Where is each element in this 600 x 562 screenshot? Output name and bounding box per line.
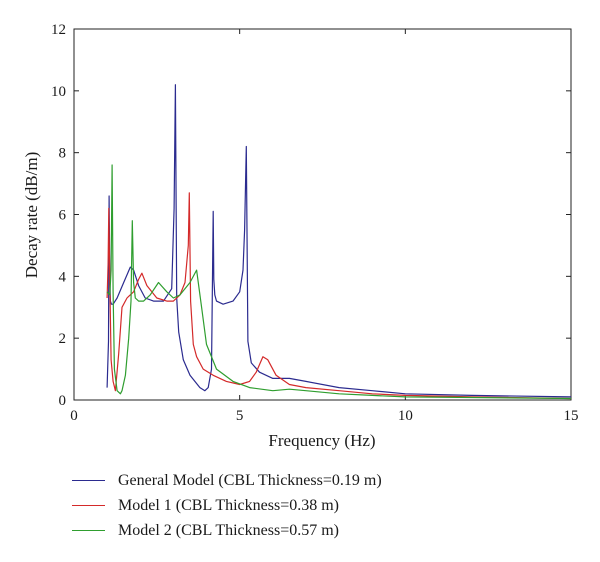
y-axis-ticks: 0 2 4 6 8 10 12	[51, 22, 571, 409]
series-line-1	[106, 84, 572, 398]
x-tick-label: 15	[564, 408, 579, 424]
legend-item: General Model (CBL Thickness=0.19 m)	[72, 468, 382, 493]
legend-swatch-model-1	[72, 505, 105, 506]
y-axis-title: Decay rate (dB/m)	[22, 152, 41, 279]
series-line-3	[106, 164, 572, 400]
legend-label: Model 1 (CBL Thickness=0.38 m)	[118, 496, 340, 514]
legend-swatch-general-model	[72, 480, 105, 481]
legend-label: General Model (CBL Thickness=0.19 m)	[118, 471, 382, 489]
series-lines	[106, 84, 572, 400]
x-tick-label: 10	[398, 408, 413, 424]
legend: General Model (CBL Thickness=0.19 m) Mod…	[72, 468, 382, 543]
y-tick-label: 0	[59, 393, 67, 409]
y-tick-label: 12	[51, 22, 66, 38]
legend-label: Model 2 (CBL Thickness=0.57 m)	[118, 521, 340, 539]
x-tick-label: 0	[70, 408, 78, 424]
y-tick-label: 6	[59, 208, 67, 224]
y-tick-label: 4	[59, 269, 67, 285]
chart: 0 5 10 15 0 2 4 6 8 10 12 Frequency (Hz) Decay ra…	[22, 22, 579, 450]
y-tick-label: 10	[51, 84, 66, 100]
x-axis-title: Frequency (Hz)	[268, 431, 375, 450]
y-tick-label: 8	[59, 146, 67, 162]
legend-item: Model 2 (CBL Thickness=0.57 m)	[72, 518, 382, 543]
plot-border	[73, 28, 572, 401]
x-tick-label: 5	[236, 408, 244, 424]
legend-swatch-model-2	[72, 530, 105, 531]
y-tick-label: 2	[59, 331, 67, 347]
legend-item: Model 1 (CBL Thickness=0.38 m)	[72, 493, 382, 518]
x-axis-ticks: 0 5 10 15	[70, 29, 579, 424]
series-line-2	[106, 192, 572, 400]
plot-frame	[73, 28, 572, 401]
